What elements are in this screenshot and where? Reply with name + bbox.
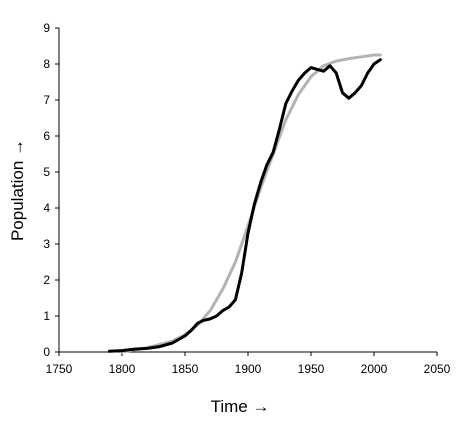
x-tick-label: 1800 <box>109 362 136 376</box>
x-axis-title: Time → <box>211 397 270 416</box>
y-tick-label: 7 <box>43 93 50 107</box>
y-axis-title: Population → <box>8 139 27 241</box>
x-tick-label: 2000 <box>361 362 388 376</box>
y-tick-label: 4 <box>43 201 50 215</box>
series-line-gray <box>120 53 382 354</box>
y-tick-label: 1 <box>43 309 50 323</box>
axes <box>55 27 438 356</box>
y-tick-label: 3 <box>43 237 50 251</box>
y-tick-label: 0 <box>43 345 50 359</box>
y-tick-label: 8 <box>43 57 50 71</box>
y-tick-label: 6 <box>43 129 50 143</box>
x-tick-label: 1950 <box>298 362 325 376</box>
x-tick-label: 1900 <box>235 362 262 376</box>
series-line-black <box>107 58 382 353</box>
x-tick-label: 1850 <box>172 362 199 376</box>
tick-labels: 0 1 2 3 4 5 6 7 8 9 1750 1800 1850 1900 1950 2000 2050 <box>43 21 450 376</box>
y-tick-label: 5 <box>43 165 50 179</box>
series-layer <box>107 53 382 354</box>
y-tick-label: 2 <box>43 273 50 287</box>
x-tick-label: 1750 <box>46 362 73 376</box>
y-tick-label: 9 <box>43 21 50 35</box>
x-tick-label: 2050 <box>424 362 451 376</box>
